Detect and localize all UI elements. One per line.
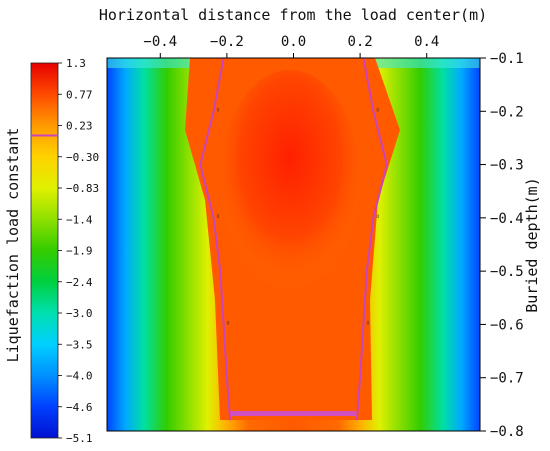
colorbar-tick-label: −5.1 xyxy=(66,432,93,445)
y-tick-label: −0.6 xyxy=(490,317,524,333)
contour-label: 0 xyxy=(217,214,220,220)
contour-labels: 0 0 0 0 0 0 xyxy=(217,107,380,326)
colorbar-tick-label: −2.4 xyxy=(66,276,93,289)
y-tick-label: −0.7 xyxy=(490,371,524,387)
colorbar-tick-label: −4.0 xyxy=(66,370,93,383)
y-axis: −0.1 −0.2 −0.3 −0.4 −0.5 −0.6 −0.7 −0.8 xyxy=(480,51,524,440)
y-axis-title: Buried depth(m) xyxy=(523,177,541,312)
colorbar-tick-label: 0.77 xyxy=(66,88,93,101)
colorbar-tick-label: −3.5 xyxy=(66,338,93,351)
x-tick-label: −0.4 xyxy=(143,34,177,50)
colorbar-ticks: 1.3 0.77 0.23 −0.30 −0.83 −1.4 −1.9 −2.4 −3.0 −3.… xyxy=(58,57,99,445)
x-tick-label: 0.2 xyxy=(347,34,372,50)
x-axis: −0.4 −0.2 0.0 0.2 0.4 xyxy=(143,34,439,58)
core-peak xyxy=(220,70,360,290)
contour-label: 0 xyxy=(376,107,379,113)
y-tick-label: −0.8 xyxy=(490,424,524,440)
zero-contour-left xyxy=(199,57,232,421)
x-tick-label: −0.2 xyxy=(210,34,244,50)
x-tick-label: 0.4 xyxy=(414,34,439,50)
zero-contour-right xyxy=(355,57,388,421)
plot-area: 0 0 0 0 0 0 xyxy=(107,58,480,431)
colorbar-tick-label: 0.23 xyxy=(66,120,93,133)
colorbar-title: Liquefaction load constant xyxy=(4,128,22,363)
y-tick-label: −0.5 xyxy=(490,264,524,280)
bottom-band xyxy=(230,411,356,416)
colorbar-tick-label: −1.4 xyxy=(66,213,93,226)
y-tick-label: −0.1 xyxy=(490,51,524,67)
contour-label: 0 xyxy=(217,107,220,113)
x-axis-title: Horizontal distance from the load center… xyxy=(99,6,487,24)
colorbar-tick-label: −0.30 xyxy=(66,151,99,164)
y-tick-label: −0.4 xyxy=(490,211,524,227)
contour-label: 0 xyxy=(227,320,230,326)
y-tick-label: −0.3 xyxy=(490,158,524,174)
contour-label: 0 xyxy=(366,320,369,326)
colorbar-tick-label: −3.0 xyxy=(66,307,93,320)
colorbar xyxy=(30,62,59,439)
contour-label: 0 xyxy=(376,214,379,220)
x-tick-label: 0.0 xyxy=(281,34,306,50)
colorbar-tick-label: −1.9 xyxy=(66,245,93,258)
colorbar-tick-label: 1.3 xyxy=(66,57,86,70)
colorbar-tick-label: −0.83 xyxy=(66,182,99,195)
colorbar-tick-label: −4.6 xyxy=(66,401,93,414)
y-tick-label: −0.2 xyxy=(490,104,524,120)
